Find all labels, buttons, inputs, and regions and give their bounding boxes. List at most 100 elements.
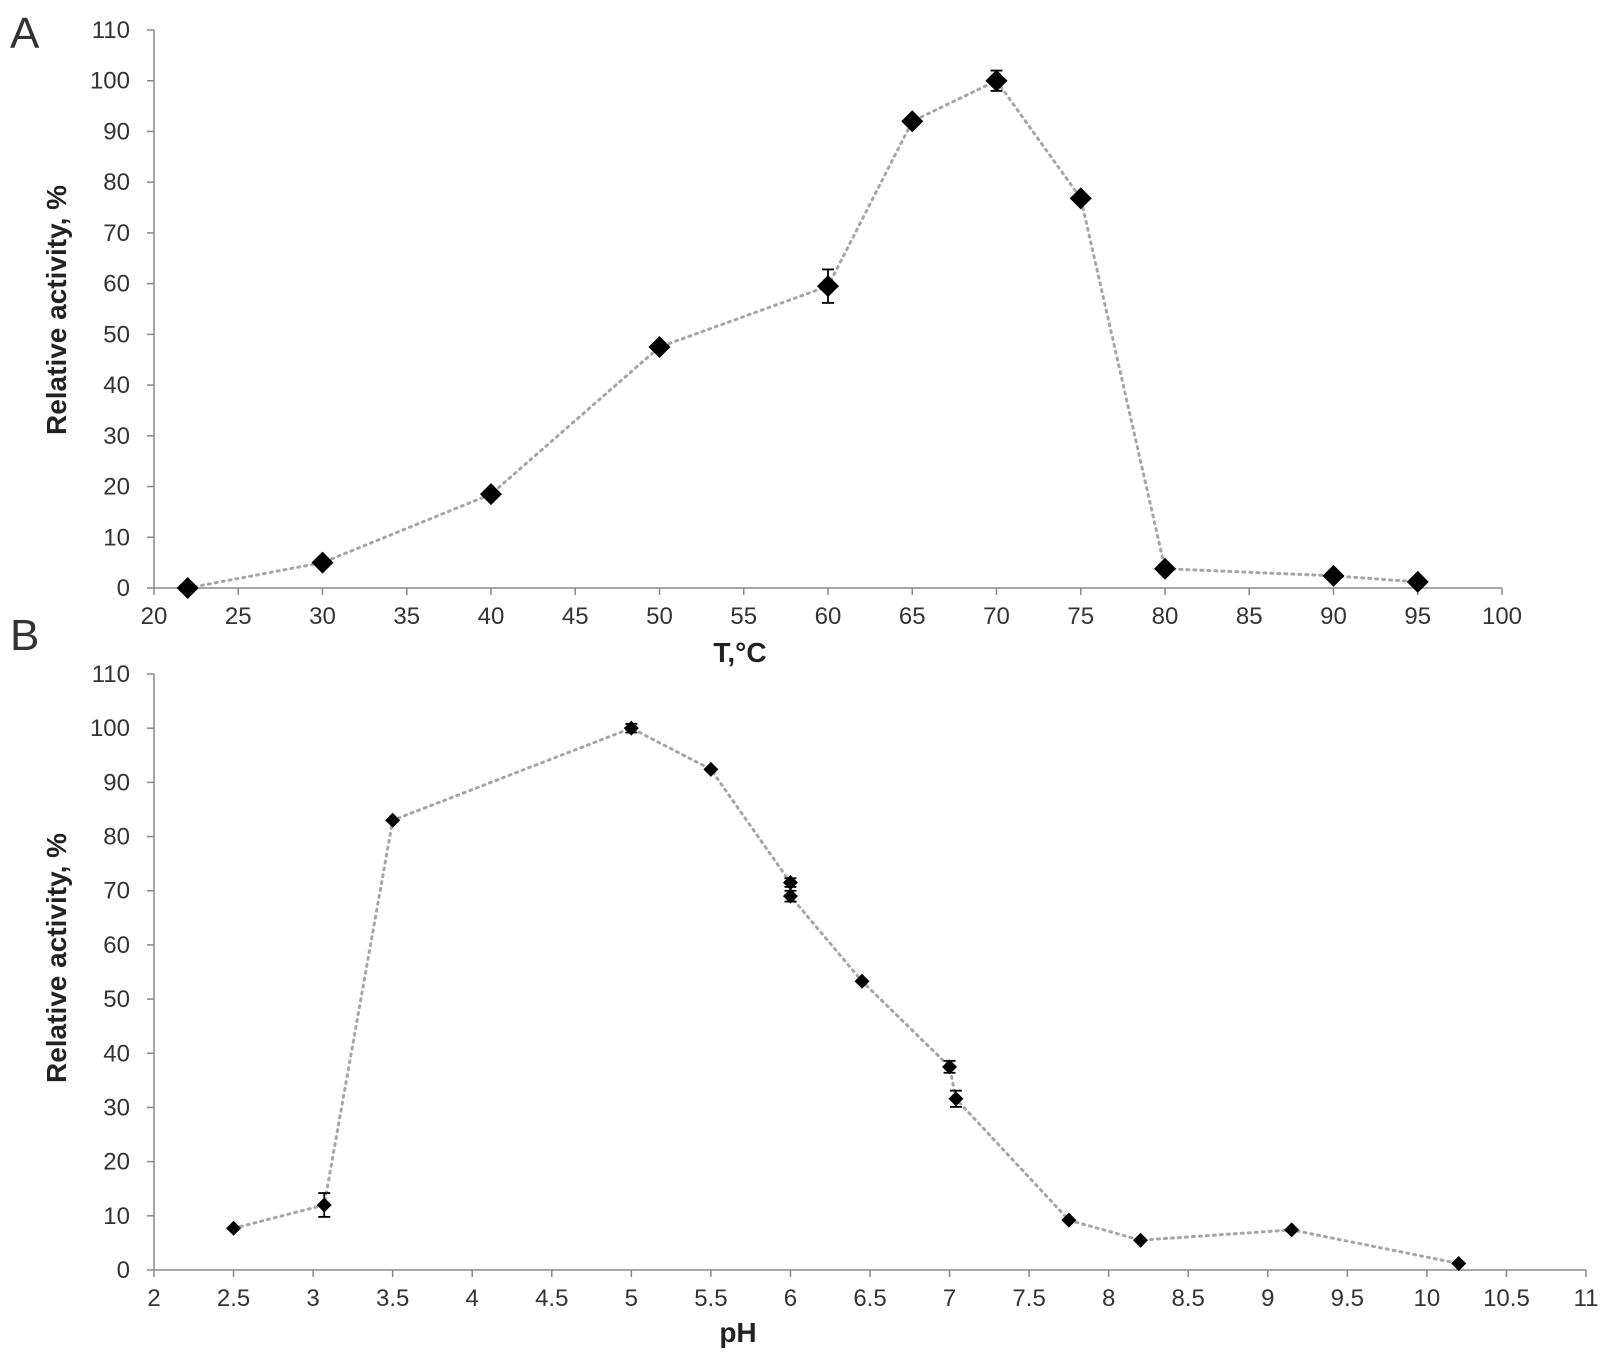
x-ticks: 20 25 30 35 40 45 50 55 60 65 70 75 80 85 90 95 100	[141, 588, 1522, 630]
data-point-diamond	[901, 110, 924, 133]
data-point-diamond	[1451, 1255, 1467, 1271]
y-tick-label: 90	[103, 118, 130, 145]
y-tick-label: 80	[103, 824, 130, 851]
y-tick-label: 90	[103, 769, 130, 796]
data-point-diamond	[226, 1220, 242, 1236]
data-point-diamond	[782, 875, 798, 891]
y-tick-label: 60	[103, 271, 130, 298]
panel-letter-b: B	[10, 611, 39, 660]
x-tick-label: 25	[225, 603, 252, 630]
x-tick-label: 20	[141, 603, 168, 630]
x-tick-label: 95	[1404, 603, 1431, 630]
y-tick-label: 110	[92, 17, 130, 44]
series-line	[186, 78, 1420, 590]
data-point-diamond	[942, 1059, 958, 1075]
x-axis-title: pH	[719, 1317, 756, 1348]
x-tick-label: 8.5	[1172, 1285, 1205, 1312]
x-tick-label: 2.5	[217, 1285, 250, 1312]
x-tick-label: 6.5	[853, 1285, 886, 1312]
x-tick-label: 90	[1320, 603, 1347, 630]
y-tick-label: 100	[90, 68, 130, 95]
x-tick-label: 5	[625, 1285, 638, 1312]
x-tick-label: 50	[646, 603, 673, 630]
x-tick-label: 4.5	[535, 1285, 568, 1312]
x-tick-label: 2	[147, 1285, 160, 1312]
chart-panel-b: B 2 2.5 3 3.5 4 4.5 5 5.5 6 6.5 7 7.5 8 8.5 9 9.5 10 10.5…	[10, 611, 1598, 1348]
data-point-diamond	[1061, 1212, 1077, 1228]
x-tick-label: 70	[983, 603, 1010, 630]
data-point-diamond	[1069, 187, 1092, 210]
panel-letter-a: A	[10, 9, 40, 58]
data-point-diamond	[948, 1091, 964, 1107]
y-axis-title: Relative activity, %	[41, 833, 72, 1083]
x-tick-label: 85	[1236, 603, 1263, 630]
x-tick-label: 65	[899, 603, 926, 630]
data-point-diamond	[316, 1197, 332, 1213]
data-point-diamond	[648, 336, 671, 359]
y-ticks: 0 10 20 30 40 50 60 70 80 90 100 110	[90, 17, 154, 602]
y-tick-label: 40	[103, 372, 130, 399]
x-tick-label: 4	[466, 1285, 479, 1312]
x-tick-label: 9	[1261, 1285, 1274, 1312]
x-tick-label: 60	[815, 603, 842, 630]
data-point-diamond	[1132, 1232, 1148, 1248]
x-tick-label: 30	[309, 603, 336, 630]
x-tick-label: 45	[562, 603, 589, 630]
x-tick-label: 8	[1102, 1285, 1115, 1312]
data-point-diamond	[311, 551, 334, 574]
x-tick-label: 5.5	[694, 1285, 727, 1312]
data-point-diamond	[817, 275, 839, 298]
y-tick-label: 50	[103, 986, 130, 1013]
x-tick-label: 10	[1414, 1285, 1441, 1312]
y-tick-label: 0	[117, 575, 130, 602]
y-tick-label: 60	[103, 932, 130, 959]
plot-area	[176, 69, 1429, 599]
data-point-diamond	[176, 577, 199, 599]
data-point-diamond	[782, 888, 798, 904]
y-tick-label: 50	[103, 321, 130, 348]
y-axis-title: Relative activity, %	[41, 185, 72, 435]
y-tick-label: 10	[103, 1203, 130, 1230]
x-tick-label: 3	[306, 1285, 319, 1312]
data-point-diamond	[385, 812, 401, 828]
x-tick-label: 7	[943, 1285, 956, 1312]
data-point-diamond	[854, 973, 870, 989]
y-tick-label: 40	[103, 1040, 130, 1067]
y-ticks: 0 10 20 30 40 50 60 70 80 90 100 110	[90, 661, 154, 1284]
x-tick-label: 40	[478, 603, 505, 630]
y-tick-label: 20	[103, 474, 130, 501]
x-tick-label: 11	[1574, 1285, 1599, 1312]
y-tick-label: 70	[103, 220, 130, 247]
x-ticks: 2 2.5 3 3.5 4 4.5 5 5.5 6 6.5 7 7.5 8 8.5 9 9.5 10 10.5 11	[147, 1270, 1598, 1312]
y-tick-label: 10	[103, 524, 130, 551]
x-tick-label: 10.5	[1483, 1285, 1530, 1312]
y-tick-label: 70	[103, 878, 130, 905]
data-point-diamond	[1406, 570, 1429, 593]
data-point-diamond	[623, 720, 639, 736]
data-point-diamond	[480, 483, 502, 506]
data-point-diamond	[1154, 557, 1176, 580]
x-tick-label: 80	[1152, 603, 1179, 630]
y-tick-label: 20	[103, 1149, 130, 1176]
data-point-diamond	[985, 69, 1008, 92]
y-tick-label: 110	[92, 661, 130, 688]
x-tick-label: 55	[730, 603, 757, 630]
x-tick-label: 100	[1482, 603, 1522, 630]
x-tick-label: 3.5	[376, 1285, 409, 1312]
y-tick-label: 30	[103, 423, 130, 450]
x-tick-label: 75	[1067, 603, 1094, 630]
y-tick-label: 0	[117, 1257, 130, 1284]
data-point-diamond	[1284, 1222, 1300, 1238]
series-line	[232, 726, 1461, 1265]
data-point-diamond	[703, 761, 719, 777]
x-tick-label: 35	[393, 603, 420, 630]
y-tick-label: 80	[103, 169, 130, 196]
plot-area	[226, 720, 1467, 1271]
x-tick-label: 7.5	[1012, 1285, 1045, 1312]
x-tick-label: 6	[784, 1285, 797, 1312]
x-tick-label: 9.5	[1331, 1285, 1364, 1312]
x-axis-title: T,°C	[713, 637, 766, 668]
y-tick-label: 30	[103, 1094, 130, 1121]
data-point-diamond	[1322, 564, 1345, 587]
